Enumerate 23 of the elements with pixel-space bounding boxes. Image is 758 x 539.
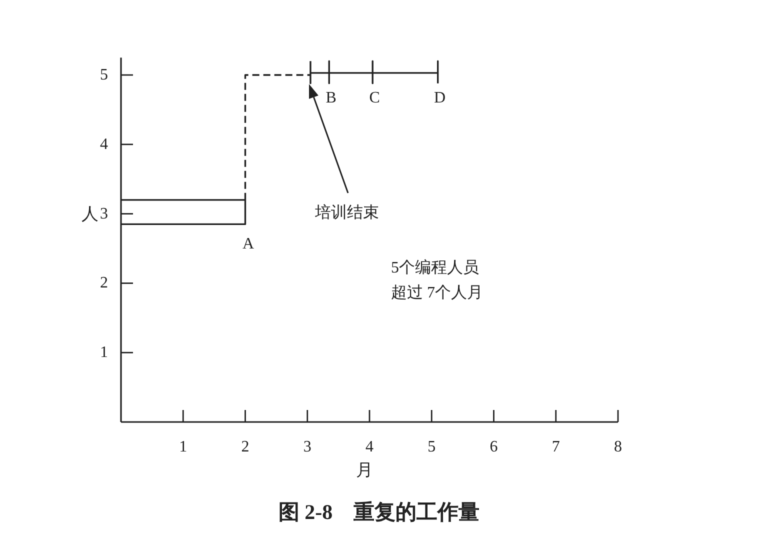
annotation: 超过 7个人月 xyxy=(391,284,483,302)
y-tick-label: 2 xyxy=(100,274,108,292)
annotation: D xyxy=(434,89,446,106)
annotation: C xyxy=(369,89,380,106)
y-tick-label: 5 xyxy=(100,66,108,84)
x-tick-label: 2 xyxy=(241,438,250,456)
x-tick-label: 1 xyxy=(179,438,188,456)
y-tick-label: 1 xyxy=(100,344,108,362)
annotation: B xyxy=(326,89,336,106)
x-tick-label: 6 xyxy=(490,438,498,456)
x-tick-label: 4 xyxy=(366,438,374,456)
y-tick-label: 3 xyxy=(100,205,108,222)
annotation: 5个编程人员 xyxy=(391,258,479,276)
x-tick-label: 8 xyxy=(614,438,622,456)
x-tick-label: 7 xyxy=(552,438,560,456)
x-tick-label: 5 xyxy=(428,438,436,456)
text: 图 2-8 重复的工作量 xyxy=(278,500,480,524)
x-axis-title: 月 xyxy=(356,460,373,480)
y-axis-title: 人 xyxy=(82,204,98,224)
y-tick-label: 4 xyxy=(100,136,108,153)
annotation: A xyxy=(242,236,254,253)
x-tick-label: 3 xyxy=(303,438,312,456)
annotation: 培训结束 xyxy=(314,204,379,222)
